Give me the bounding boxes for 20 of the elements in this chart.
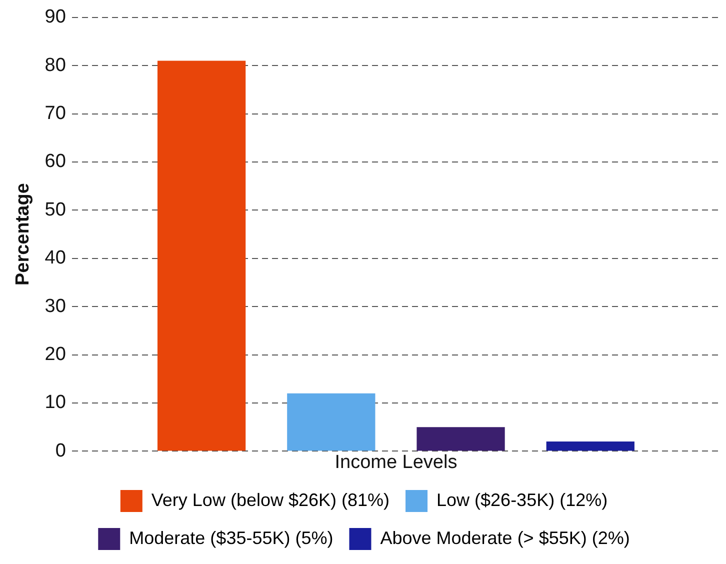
legend-label: Moderate ($35-55K) (5%) — [129, 528, 334, 548]
bar — [546, 442, 634, 451]
y-tick-label: 30 — [44, 296, 66, 317]
legend-label: Very Low (below $26K) (81%) — [151, 490, 390, 510]
legend-label: Above Moderate (> $55K) (2%) — [380, 528, 630, 548]
y-tick-label: 80 — [44, 54, 66, 76]
y-tick-label: 50 — [44, 199, 66, 220]
y-tick-label: 90 — [44, 6, 66, 28]
y-tick-label: 60 — [44, 151, 66, 172]
y-tick-label: 10 — [44, 392, 66, 414]
y-axis-title: Percentage — [12, 183, 34, 286]
y-tick-label: 0 — [55, 440, 66, 462]
bar — [287, 393, 376, 451]
x-axis-title: Income Levels — [334, 452, 458, 473]
bar — [416, 427, 505, 451]
y-tick-label: 40 — [44, 248, 66, 269]
bar — [157, 60, 246, 451]
legend-label: Low ($26-35K) (12%) — [436, 490, 608, 510]
y-tick-label: 70 — [44, 103, 66, 124]
y-tick-label: 20 — [44, 344, 66, 366]
